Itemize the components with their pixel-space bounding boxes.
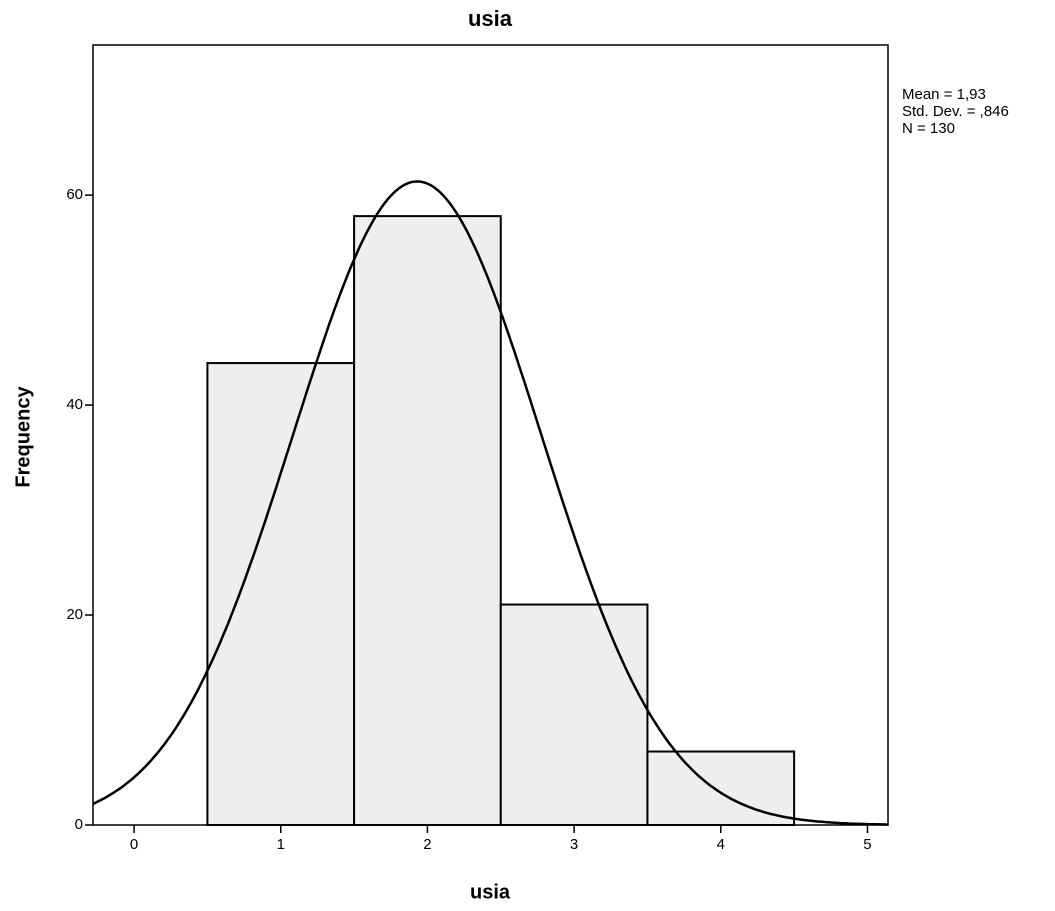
plot-frame <box>92 44 889 826</box>
x-tick-label: 4 <box>717 836 725 853</box>
x-tick-label: 1 <box>277 836 285 853</box>
y-axis-label: Frequency <box>12 386 34 488</box>
chart-title: usia <box>468 6 513 31</box>
x-tick-label: 3 <box>570 836 578 853</box>
bar <box>499 603 649 827</box>
x-axis-label: usia <box>470 881 511 903</box>
x-tick-label: 5 <box>863 836 871 853</box>
stat-label: Std. Dev. = ,846 <box>902 103 1009 120</box>
y-tick-label: 40 <box>66 396 83 413</box>
x-tick-label: 2 <box>423 836 431 853</box>
stat-label: Mean = 1,93 <box>902 86 986 103</box>
x-tick-label: 0 <box>130 836 138 853</box>
y-tick-label: 0 <box>75 816 83 833</box>
bar <box>206 362 356 826</box>
stat-label: N = 130 <box>902 120 955 137</box>
bar <box>353 215 502 827</box>
y-tick-label: 60 <box>66 186 83 203</box>
normal-curve <box>92 180 888 826</box>
y-tick-label: 20 <box>66 606 83 623</box>
